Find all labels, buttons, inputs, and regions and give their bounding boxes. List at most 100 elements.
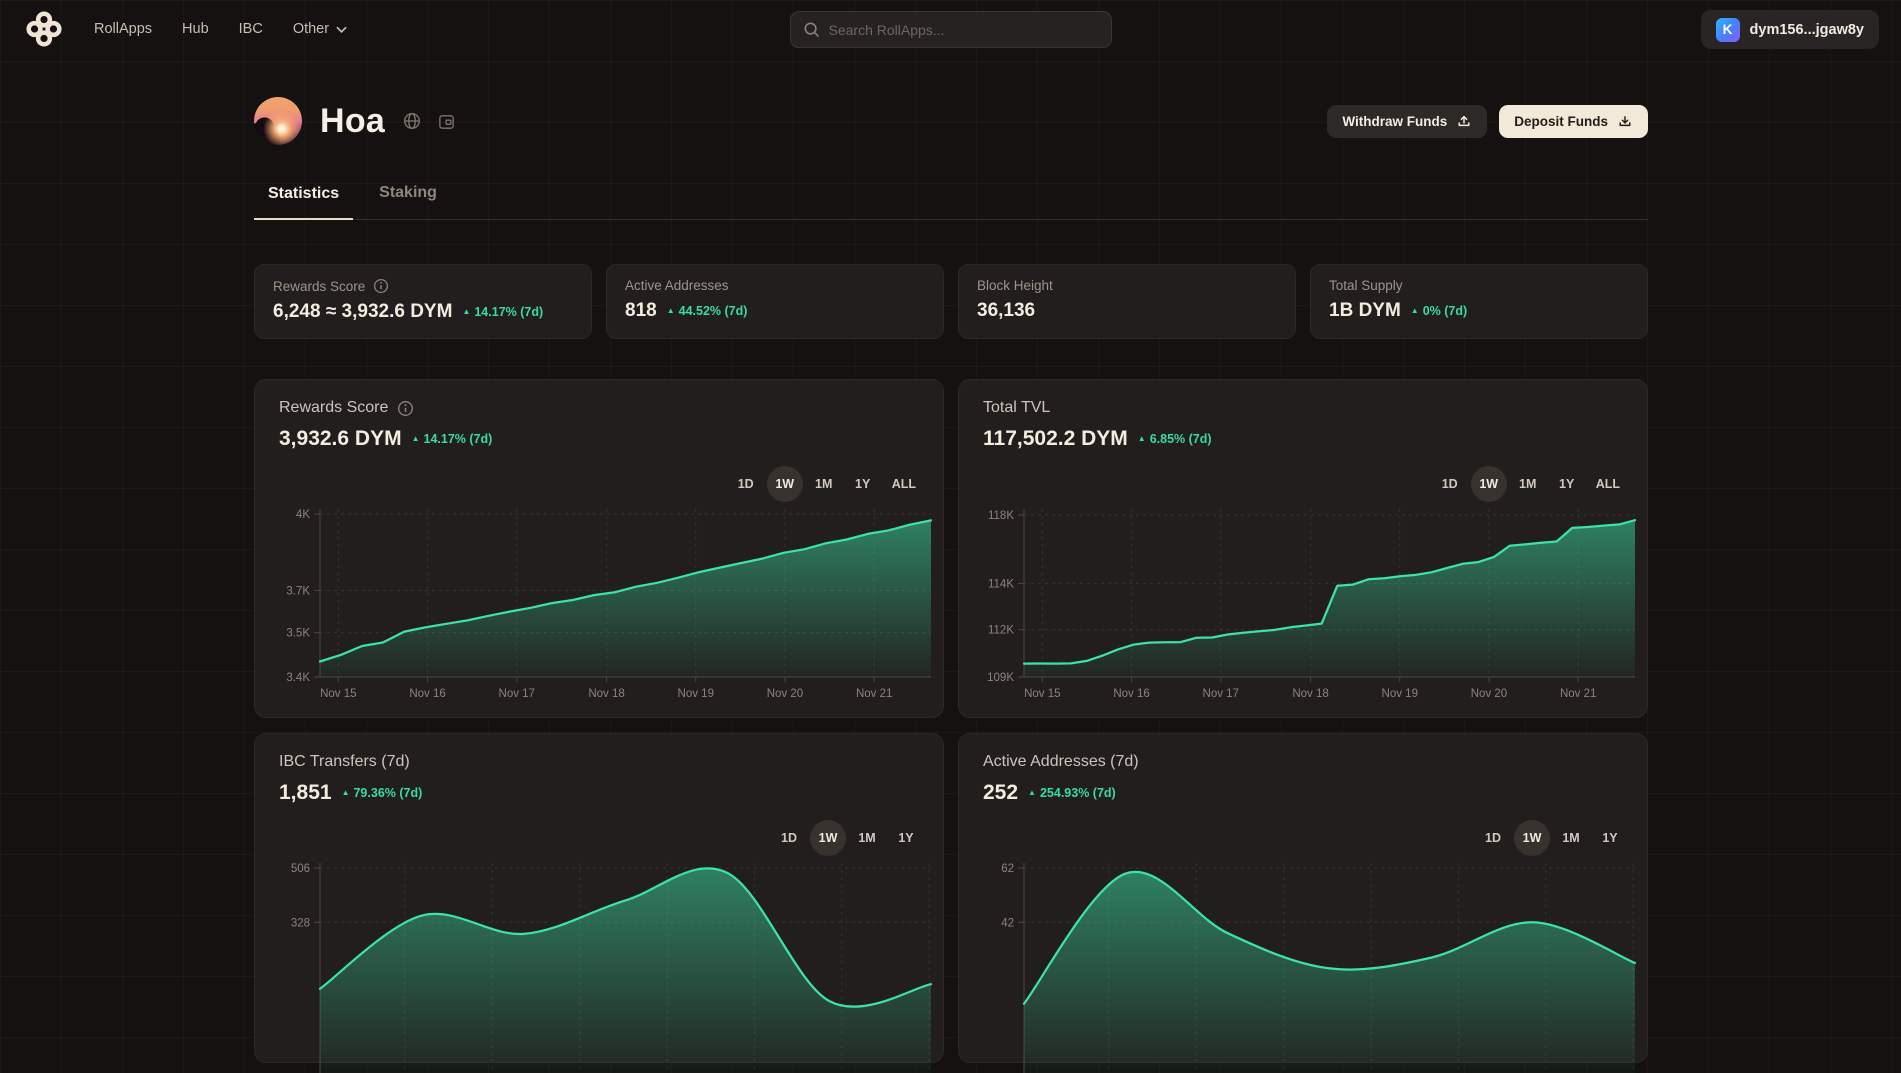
range-1m-button[interactable]: 1M: [849, 820, 885, 856]
withdraw-funds-button[interactable]: Withdraw Funds: [1327, 104, 1488, 138]
total-tvl-area-chart[interactable]: 118K 114K 112K 109K Nov 15 Nov 16 Nov 17 Nov 18…: [972, 507, 1648, 705]
svg-text:118K: 118K: [988, 510, 1014, 522]
time-range-selector: 1D 1W 1M 1Y: [771, 820, 924, 856]
search-icon: [803, 22, 819, 37]
range-1m-button[interactable]: 1M: [806, 466, 842, 502]
stat-card-active-addresses: Active Addresses 818 ▲ 44.52% (7d): [606, 264, 944, 339]
svg-text:Nov 16: Nov 16: [409, 688, 445, 700]
chart-headline-value: 1,851: [279, 781, 332, 804]
chart-headline-value: 117,502.2 DYM: [983, 427, 1128, 450]
website-globe-icon[interactable]: [402, 111, 422, 131]
up-arrow-icon: ▲: [666, 305, 675, 315]
deposit-funds-button[interactable]: Deposit Funds: [1499, 104, 1648, 138]
panel-rewards-score-chart: Rewards Score 3,932.6 DYM ▲ 14.17% (7d) 1…: [254, 379, 944, 718]
svg-text:328: 328: [291, 917, 310, 929]
range-1d-button[interactable]: 1D: [1475, 820, 1511, 856]
range-all-button[interactable]: ALL: [1588, 466, 1628, 502]
chart-headline-value: 3,932.6 DYM: [279, 427, 402, 450]
explorer-wallet-icon[interactable]: [437, 112, 456, 131]
panel-ibc-transfers-chart: IBC Transfers (7d) 1,851 ▲ 79.36% (7d) 1D…: [254, 733, 944, 1073]
change-badge: ▲ 14.17% (7d): [411, 432, 493, 446]
svg-text:114K: 114K: [988, 578, 1014, 590]
stat-card-rewards-score: Rewards Score 6,248 ≈ 3,932.6 DYM ▲ 14.17…: [254, 264, 592, 339]
upload-icon: [1458, 115, 1470, 127]
svg-text:Nov 17: Nov 17: [499, 688, 535, 700]
main-content: Hoa Withdraw Funds Deposit Funds Statist…: [254, 58, 1648, 1073]
ibc-transfers-area-chart[interactable]: 506 328: [268, 861, 944, 1073]
nav-item-other[interactable]: Other: [293, 21, 347, 37]
chart-headline-value: 252: [983, 781, 1019, 804]
up-arrow-icon: ▲: [1137, 433, 1146, 443]
up-arrow-icon: ▲: [411, 433, 420, 443]
range-1y-button[interactable]: 1Y: [845, 466, 881, 502]
svg-text:4K: 4K: [296, 509, 310, 521]
page-title: Hoa: [320, 101, 386, 140]
range-1y-button[interactable]: 1Y: [888, 820, 924, 856]
stat-card-block-height: Block Height 36,136 ▲: [958, 264, 1296, 339]
info-icon[interactable]: [397, 400, 414, 417]
range-1m-button[interactable]: 1M: [1510, 466, 1546, 502]
svg-text:Nov 18: Nov 18: [1292, 688, 1328, 700]
up-arrow-icon: ▲: [1028, 787, 1036, 797]
range-1y-button[interactable]: 1Y: [1592, 820, 1628, 856]
svg-text:3.7K: 3.7K: [286, 585, 310, 597]
svg-text:Nov 19: Nov 19: [1382, 688, 1418, 700]
svg-text:42: 42: [1001, 917, 1014, 929]
svg-text:3.5K: 3.5K: [286, 628, 310, 640]
change-badge: ▲ 79.36% (7d): [341, 786, 423, 800]
change-badge: ▲ 0% (7d): [1410, 304, 1468, 318]
search-bar[interactable]: [789, 11, 1112, 48]
stat-value: 818: [625, 300, 657, 321]
search-input[interactable]: [828, 21, 1099, 38]
time-range-selector: 1D 1W 1M 1Y ALL: [728, 466, 924, 502]
download-icon: [1619, 116, 1631, 127]
stat-card-total-supply: Total Supply 1B DYM ▲ 0% (7d): [1310, 264, 1648, 339]
range-all-button[interactable]: ALL: [884, 466, 924, 502]
active-addresses-area-chart[interactable]: 62 42: [972, 861, 1648, 1073]
rewards-score-area-chart[interactable]: 4K 3.7K 3.5K 3.4K Nov 15 Nov 16 Nov 17 Nov 18 No…: [268, 507, 944, 705]
range-1d-button[interactable]: 1D: [1432, 466, 1468, 502]
info-icon[interactable]: [373, 278, 389, 294]
tab-staking[interactable]: Staking: [365, 177, 451, 219]
change-badge: ▲ 14.17% (7d): [462, 305, 544, 319]
range-1y-button[interactable]: 1Y: [1549, 466, 1585, 502]
stat-value: 6,248 ≈ 3,932.6 DYM: [273, 301, 453, 322]
nav-item-hub[interactable]: Hub: [182, 21, 209, 37]
tab-statistics[interactable]: Statistics: [254, 177, 354, 220]
svg-text:112K: 112K: [988, 625, 1014, 637]
wallet-address-button[interactable]: K dym156...jgaw8y: [1700, 10, 1879, 49]
svg-text:Nov 20: Nov 20: [1471, 688, 1507, 700]
chevron-down-icon: [336, 26, 347, 34]
stat-value: 1B DYM: [1329, 300, 1401, 321]
range-1m-button[interactable]: 1M: [1553, 820, 1589, 856]
change-badge: ▲ 6.85% (7d): [1137, 432, 1212, 446]
dymension-logo-icon[interactable]: [26, 11, 62, 47]
svg-text:62: 62: [1001, 863, 1014, 875]
nav-item-ibc[interactable]: IBC: [238, 21, 263, 37]
up-arrow-icon: ▲: [341, 787, 350, 797]
range-1d-button[interactable]: 1D: [771, 820, 807, 856]
svg-text:Nov 15: Nov 15: [1024, 688, 1060, 700]
rollapp-avatar: [254, 97, 302, 145]
page-header: Hoa Withdraw Funds Deposit Funds: [254, 97, 1648, 145]
svg-text:Nov 21: Nov 21: [856, 688, 892, 700]
svg-text:Nov 19: Nov 19: [678, 688, 714, 700]
stat-value: 36,136: [977, 300, 1036, 321]
up-arrow-icon: ▲: [462, 306, 471, 316]
range-1w-button[interactable]: 1W: [766, 466, 803, 502]
range-1w-button[interactable]: 1W: [810, 820, 846, 856]
range-1w-button[interactable]: 1W: [1470, 466, 1507, 502]
range-1w-button[interactable]: 1W: [1514, 820, 1550, 856]
chart-panels-grid: Rewards Score 3,932.6 DYM ▲ 14.17% (7d) 1…: [254, 379, 1648, 1073]
svg-text:Nov 15: Nov 15: [320, 688, 356, 700]
change-badge: ▲ 44.52% (7d): [666, 304, 748, 318]
nav-item-rollapps[interactable]: RollApps: [94, 21, 153, 37]
time-range-selector: 1D 1W 1M 1Y ALL: [1432, 466, 1628, 502]
svg-text:109K: 109K: [987, 672, 1014, 684]
up-arrow-icon: ▲: [1410, 305, 1419, 315]
range-1d-button[interactable]: 1D: [728, 466, 764, 502]
panel-total-tvl-chart: Total TVL 117,502.2 DYM ▲ 6.85% (7d) 1D 1W…: [958, 379, 1648, 718]
svg-text:506: 506: [291, 863, 310, 875]
panel-active-addresses-chart: Active Addresses (7d) 252 ▲ 254.93% (7d) …: [958, 733, 1648, 1073]
time-range-selector: 1D 1W 1M 1Y: [1475, 820, 1628, 856]
